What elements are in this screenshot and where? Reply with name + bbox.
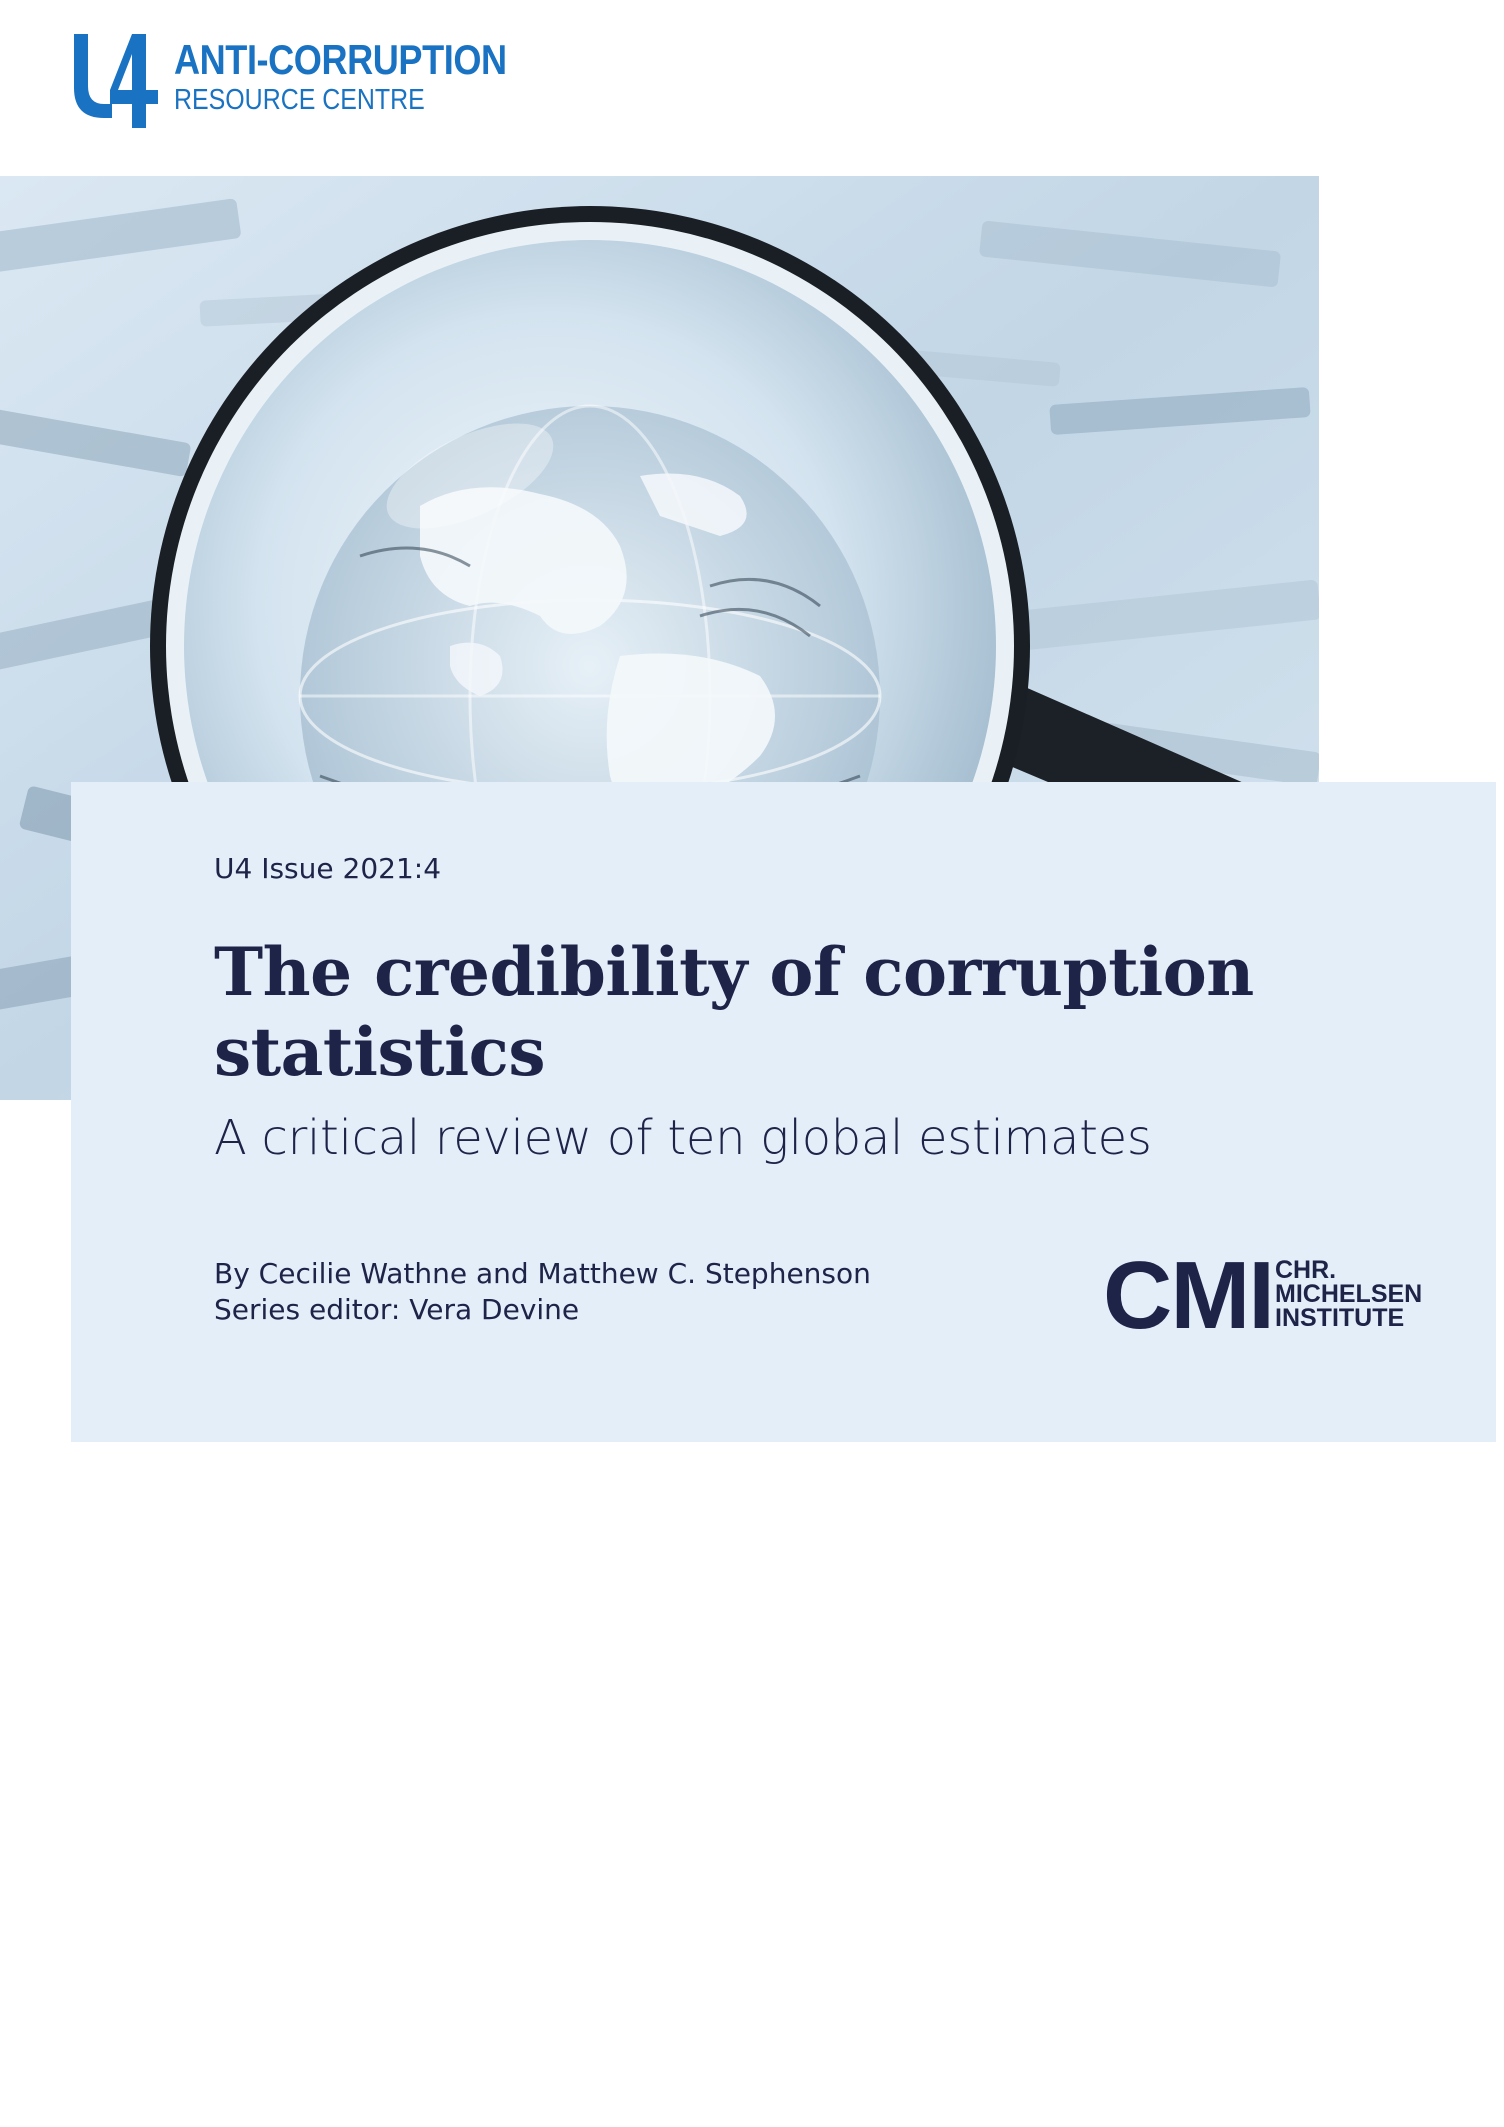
cmi-logo: CMI CHR. MICHELSEN INSTITUTE	[1103, 1248, 1433, 1346]
authors-line: By Cecilie Wathne and Matthew C. Stephen…	[214, 1257, 871, 1290]
title-panel: U4 Issue 2021:4 The credibility of corru…	[71, 782, 1496, 1442]
u4-name-line-2: RESOURCE CENTRE	[174, 84, 425, 116]
issue-label: U4 Issue 2021:4	[214, 852, 442, 885]
byline: By Cecilie Wathne and Matthew C. Stephen…	[214, 1256, 871, 1328]
cmi-name-line-1: CHR.	[1275, 1256, 1337, 1284]
cmi-name-line-2: MICHELSEN	[1275, 1280, 1423, 1308]
cmi-full-name: CHR. MICHELSEN INSTITUTE	[1275, 1256, 1423, 1332]
cmi-acronym: CMI	[1103, 1242, 1275, 1349]
document-subtitle: A critical review of ten global estimate…	[214, 1110, 1152, 1166]
u4-logo: ANTI-CORRUPTION RESOURCE CENTRE	[70, 32, 540, 132]
editor-line: Series editor: Vera Devine	[214, 1293, 580, 1326]
u4-name-line-1: ANTI-CORRUPTION	[174, 36, 507, 83]
document-title: The credibility of corruption statistics	[214, 933, 1254, 1091]
u4-mark-icon	[74, 34, 158, 128]
cmi-name-line-3: INSTITUTE	[1275, 1304, 1405, 1332]
